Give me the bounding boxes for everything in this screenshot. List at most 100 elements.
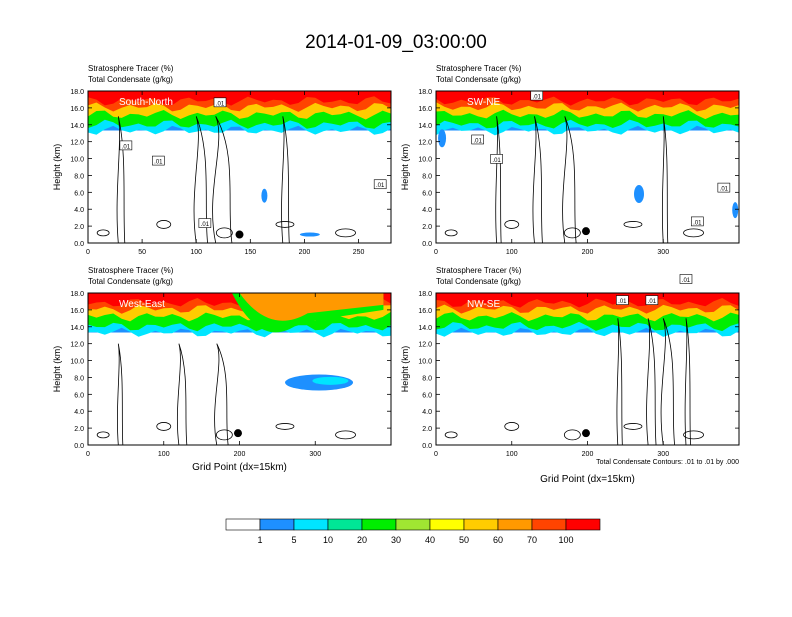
contour-note: Total Condensate Contours: .01 to .01 by… — [596, 459, 739, 466]
contour-label-box — [717, 182, 731, 193]
y-tick-label: 16.0 — [70, 106, 84, 113]
panel-label: South-North — [119, 97, 173, 108]
contour-line — [117, 343, 124, 445]
y-tick-label: 0.0 — [74, 443, 84, 450]
colorbar-label: 100 — [558, 535, 573, 545]
x-tick-label: 300 — [657, 249, 669, 256]
y-tick-label: 18.0 — [418, 89, 432, 96]
figure-title: 2014-01-09_03:00:00 — [305, 32, 487, 53]
colorbar-swatch — [259, 518, 295, 531]
y-tick-label: 12.0 — [70, 140, 84, 147]
colorbar-swatch — [565, 518, 601, 531]
contour-line — [504, 422, 520, 431]
x-tick-label: 100 — [506, 451, 518, 458]
contour-line — [193, 116, 208, 243]
contour-line — [281, 116, 290, 243]
y-tick-label: 18.0 — [70, 89, 84, 96]
contour-label-box — [679, 274, 693, 284]
tracer-field — [436, 293, 739, 337]
tracer-field — [88, 293, 391, 391]
contour-label: .01 — [693, 220, 702, 226]
y-tick-label: 16.0 — [418, 308, 432, 315]
y-tick-label: 10.0 — [418, 359, 432, 366]
y-tick-label: 8.0 — [74, 173, 84, 180]
contour-line — [335, 430, 356, 440]
y-tick-label: 2.0 — [74, 426, 84, 433]
contour-label: .01 — [376, 183, 385, 189]
tracer-blob — [732, 202, 739, 219]
contour-line — [176, 343, 188, 445]
location-marker — [581, 429, 590, 438]
contour-line — [532, 116, 543, 243]
panel-label: SW-NE — [467, 97, 500, 108]
y-axis-label: Height (km) — [52, 144, 62, 191]
tracer-band — [239, 293, 384, 321]
panel-title-line-1: Stratosphere Tracer (%) — [436, 64, 522, 73]
colorbar-label: 30 — [391, 535, 401, 545]
y-tick-label: 8.0 — [74, 375, 84, 382]
colorbar-label: 70 — [527, 535, 537, 545]
contour-line — [563, 429, 581, 441]
contour-label: .01 — [618, 299, 627, 305]
contour-label-box — [119, 140, 133, 151]
x-tick-label: 100 — [506, 249, 518, 256]
colorbar-label: 1 — [257, 535, 262, 545]
contour-line — [275, 423, 295, 430]
contour-line — [504, 220, 520, 229]
y-tick-label: 8.0 — [422, 173, 432, 180]
contour-label: .01 — [533, 95, 542, 101]
contour-label: .01 — [216, 101, 225, 107]
contour-line — [214, 343, 229, 445]
contour-label-box — [471, 134, 484, 145]
contour-line — [616, 318, 623, 445]
x-tick-label: 150 — [244, 249, 256, 256]
colorbar-label: 40 — [425, 535, 435, 545]
location-marker — [581, 227, 590, 236]
panel-4: .01 .01 .01 NW-SE 0.0 2.0 4.0 6.0 8.0 10.0 12.0 14.… — [400, 266, 740, 485]
y-tick-label: 8.0 — [422, 375, 432, 382]
contour-line — [156, 220, 172, 229]
colorbar-label: 60 — [493, 535, 503, 545]
y-tick-label: 16.0 — [418, 106, 432, 113]
panel-label: West-East — [119, 299, 165, 310]
contour-label: .01 — [154, 160, 163, 166]
tracer-field — [88, 91, 391, 237]
x-tick-label: 100 — [190, 249, 202, 256]
y-tick-label: 2.0 — [422, 224, 432, 231]
tracer-blob — [312, 376, 349, 385]
contour-line — [96, 229, 110, 237]
contour-label-box — [213, 97, 227, 108]
condensate-contours — [96, 116, 356, 243]
x-tick-label: 0 — [434, 249, 438, 256]
x-tick-label: 0 — [434, 451, 438, 458]
contour-label-box — [198, 218, 212, 228]
y-axis-label: Height (km) — [52, 346, 62, 393]
colorbar-label: 20 — [357, 535, 367, 545]
contour-line — [156, 422, 172, 431]
panel-label: NW-SE — [467, 299, 500, 310]
contour-line — [646, 318, 657, 445]
contour-line — [684, 318, 691, 445]
tracer-band — [88, 91, 391, 106]
y-tick-label: 2.0 — [422, 426, 432, 433]
contour-label-box — [645, 295, 659, 305]
panel-title-line-1: Stratosphere Tracer (%) — [88, 64, 174, 73]
contour-label: .01 — [492, 158, 501, 164]
contour-line — [683, 228, 704, 238]
x-tick-label: 300 — [657, 451, 669, 458]
x-tick-label: 100 — [158, 451, 170, 458]
x-tick-label: 200 — [234, 451, 246, 458]
contour-label: .01 — [473, 138, 482, 144]
contour-label: .01 — [682, 278, 691, 284]
panel-title-line-1: Stratosphere Tracer (%) — [436, 266, 522, 275]
y-tick-label: 0.0 — [74, 241, 84, 248]
y-tick-label: 4.0 — [74, 207, 84, 214]
y-tick-label: 18.0 — [70, 291, 84, 298]
contour-label-box — [152, 155, 165, 166]
y-axis-label: Height (km) — [400, 346, 410, 393]
y-tick-label: 14.0 — [70, 123, 84, 130]
x-tick-label: 200 — [582, 451, 594, 458]
contour-line — [495, 116, 502, 243]
colorbar-swatch — [361, 518, 397, 531]
